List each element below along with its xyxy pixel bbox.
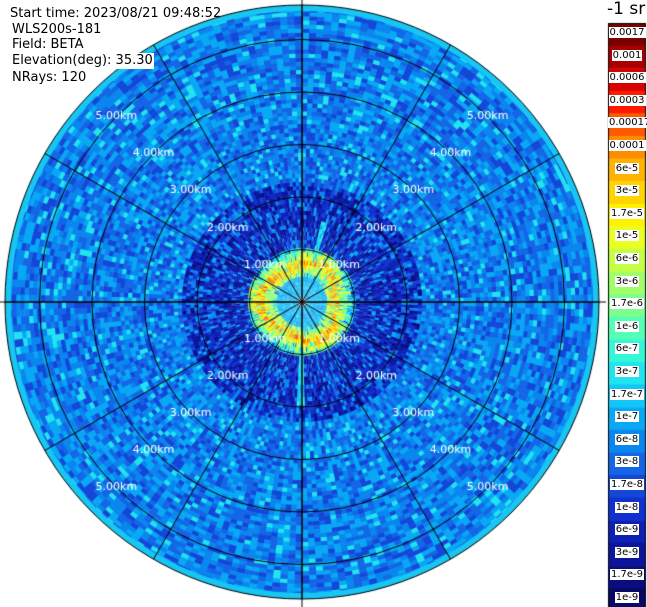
elevation-label: Elevation(deg): 35.30	[11, 53, 154, 69]
colorbar-tick-label: 3e-9	[614, 546, 640, 558]
colorbar-tick-label: 0.0003	[608, 94, 646, 106]
start-time-label: Start time: 2023/08/21 09:48:52	[10, 6, 222, 21]
colorbar-tick-label: 3e-6	[614, 275, 640, 287]
nrays-label: NRays: 120	[12, 70, 87, 85]
colorbar-tick-label: 0.001	[611, 49, 643, 61]
colorbar-tick-label: 1e-6	[614, 320, 640, 332]
colorbar-tick-label: 1.7e-9	[609, 569, 645, 581]
colorbar-tick-label: 1.7e-5	[609, 207, 645, 219]
colorbar-tick-label: 1.7e-8	[609, 479, 645, 490]
colorbar-tick-label: 0.00017	[608, 114, 647, 132]
colorbar-tick-label: 1e-9	[614, 592, 640, 603]
colorbar-tick-label: 3e-7	[614, 366, 640, 377]
colorbar-tick-label: 1.7e-7	[609, 388, 645, 400]
colorbar-tick-label: 6e-6	[614, 253, 640, 264]
colorbar-tick-label: 3e-5	[614, 185, 640, 197]
colorbar-tick-label: 1e-7	[614, 411, 640, 423]
colorbar-tick-label: 0.0001	[608, 140, 646, 151]
colorbar-tick-label: 6e-5	[614, 162, 640, 174]
colorbar-tick-label: 0.0017	[608, 27, 646, 38]
colorbar-tick-label: 1e-5	[614, 230, 640, 242]
instrument-label: WLS200s-181	[12, 22, 102, 37]
colorbar-tick-label: 3e-8	[614, 456, 640, 468]
colorbar-tick-label: 6e-9	[614, 524, 640, 536]
colorbar-tick-label: 0.0006	[608, 72, 646, 84]
colorbar-tick-label: 6e-8	[614, 433, 640, 445]
colorbar-tick-label: 1.7e-6	[609, 298, 645, 310]
field-label: Field: BETA	[12, 37, 84, 52]
colorbar-tick-label: 6e-7	[614, 343, 640, 355]
colorbar-units: -1 sr	[607, 0, 646, 19]
colorbar-tick-label: 1e-8	[614, 501, 640, 513]
